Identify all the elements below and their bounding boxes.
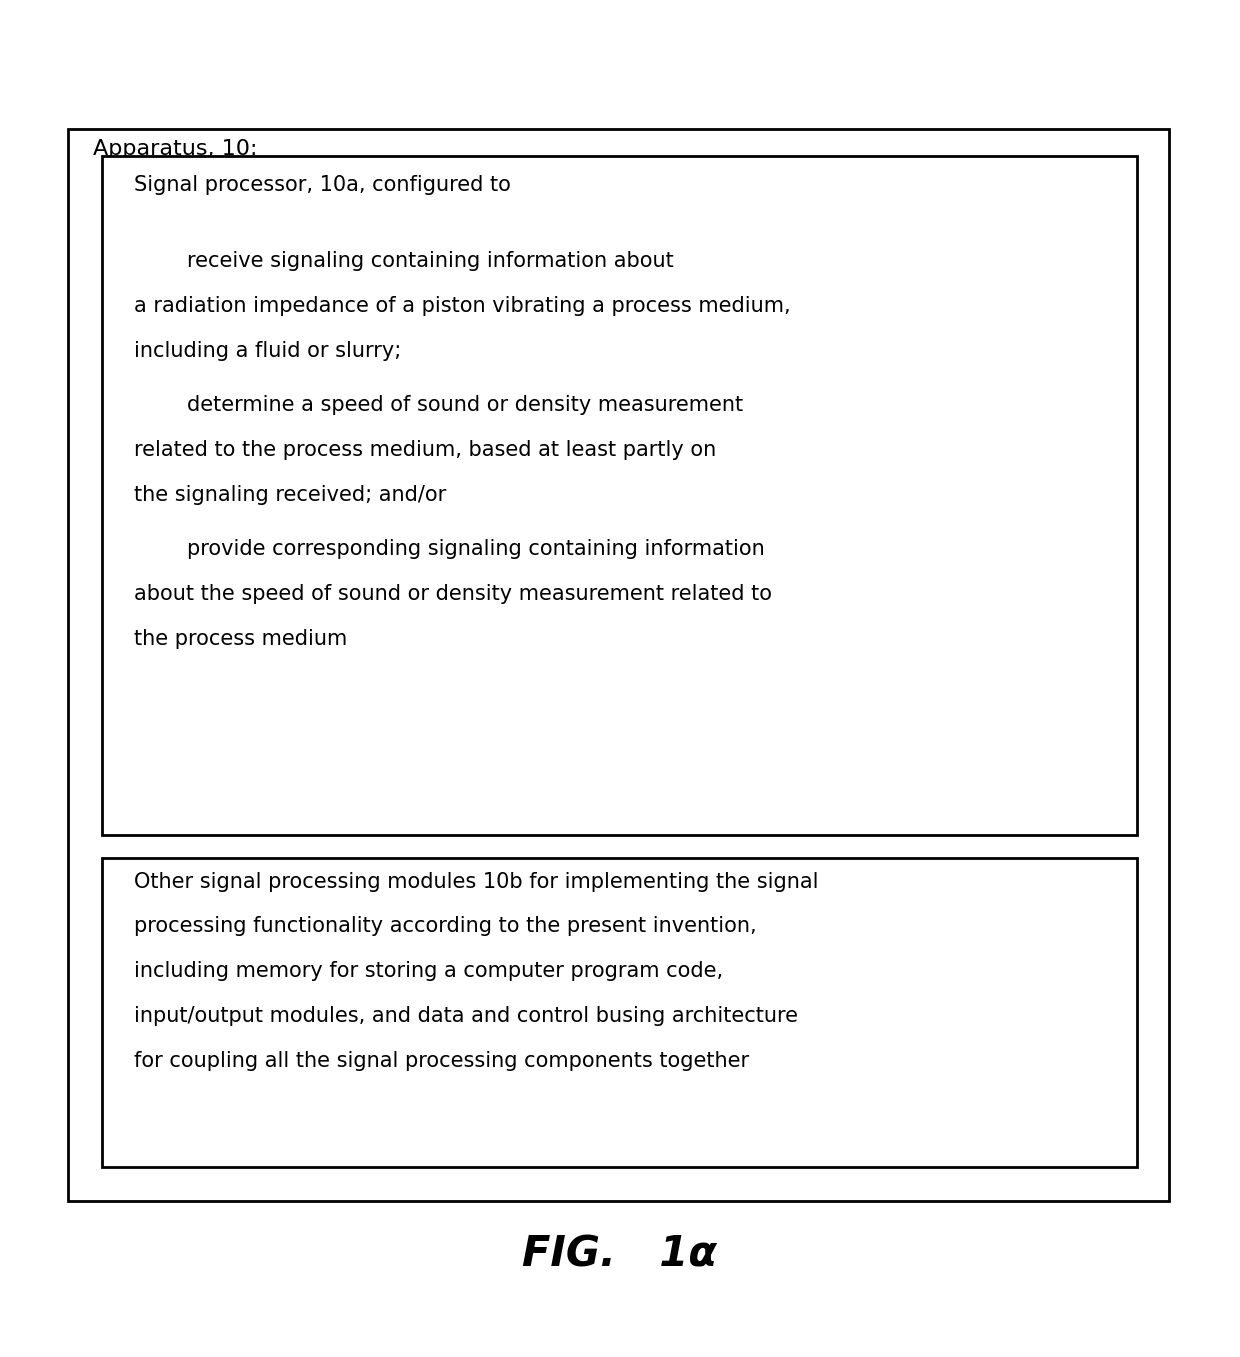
FancyBboxPatch shape (102, 156, 1137, 835)
Text: the process medium: the process medium (134, 628, 347, 649)
FancyBboxPatch shape (68, 129, 1169, 1201)
Text: receive signaling containing information about: receive signaling containing information… (134, 251, 673, 271)
Text: the signaling received; and/or: the signaling received; and/or (134, 484, 446, 505)
Text: FIG.   1α: FIG. 1α (522, 1234, 718, 1276)
Text: processing functionality according to the present invention,: processing functionality according to th… (134, 916, 756, 936)
FancyBboxPatch shape (102, 858, 1137, 1167)
Text: Apparatus, 10:: Apparatus, 10: (93, 138, 258, 159)
Text: related to the process medium, based at least partly on: related to the process medium, based at … (134, 440, 717, 460)
Text: determine a speed of sound or density measurement: determine a speed of sound or density me… (134, 395, 743, 415)
Text: Signal processor, 10a, configured to: Signal processor, 10a, configured to (134, 175, 511, 195)
Text: input/output modules, and data and control busing architecture: input/output modules, and data and contr… (134, 1006, 797, 1026)
Text: for coupling all the signal processing components together: for coupling all the signal processing c… (134, 1050, 749, 1071)
Text: about the speed of sound or density measurement related to: about the speed of sound or density meas… (134, 584, 773, 604)
Text: including a fluid or slurry;: including a fluid or slurry; (134, 341, 402, 361)
Text: provide corresponding signaling containing information: provide corresponding signaling containi… (134, 539, 765, 559)
Text: Other signal processing modules 10b for implementing the signal: Other signal processing modules 10b for … (134, 871, 818, 892)
Text: a radiation impedance of a piston vibrating a process medium,: a radiation impedance of a piston vibrat… (134, 296, 791, 316)
Text: including memory for storing a computer program code,: including memory for storing a computer … (134, 961, 723, 981)
